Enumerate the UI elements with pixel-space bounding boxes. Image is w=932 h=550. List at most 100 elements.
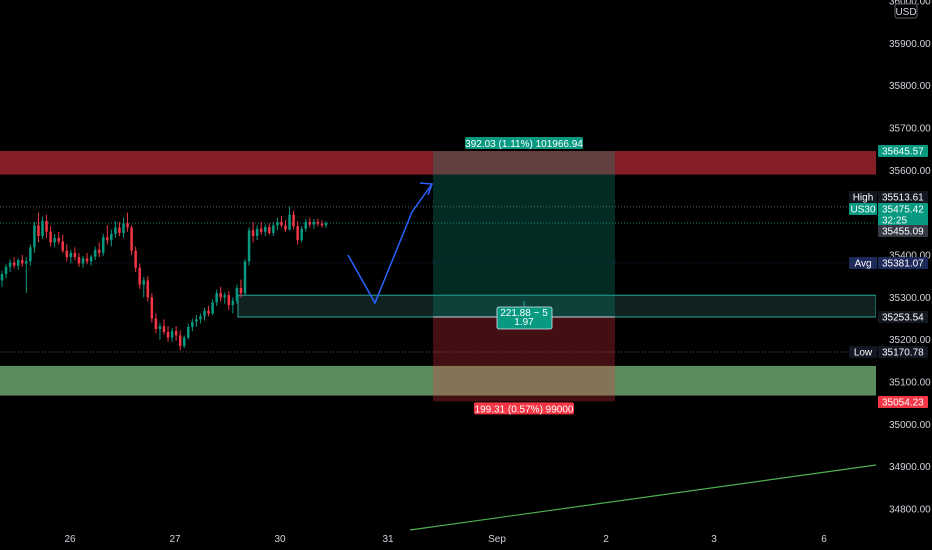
stop-label-box (474, 402, 574, 415)
candle-body (308, 221, 312, 225)
candle-body (272, 225, 275, 233)
price-tag[interactable]: Low 35170.78 (849, 346, 928, 359)
price-tag[interactable]: 35645.57 (878, 145, 928, 158)
candle (263, 224, 267, 236)
x-label-6: 6 (821, 534, 827, 545)
candle-body (276, 221, 279, 226)
zones-layer (0, 151, 877, 396)
price-tag[interactable]: 35455.09 (878, 225, 928, 238)
candle-body (118, 227, 121, 233)
price-tag-value-box (878, 214, 928, 226)
candle (110, 229, 113, 247)
price-tag-value: 35475.42 (882, 205, 924, 216)
candle-body (187, 326, 190, 338)
price-axis-background (876, 0, 932, 550)
candle-body (292, 214, 295, 227)
drawings-layer[interactable] (347, 182, 877, 531)
candle (268, 223, 271, 235)
candle-body (300, 228, 303, 241)
projected-path[interactable] (347, 183, 433, 305)
risk-reward-badge[interactable]: 221.88 ~ 51.97 (496, 306, 553, 330)
candle (118, 221, 121, 236)
x-label-3: 3 (711, 534, 717, 545)
x-label-26: 26 (64, 534, 76, 545)
candle (154, 313, 158, 334)
candle-body (263, 227, 267, 232)
candle-body (134, 250, 137, 268)
candle-body (53, 238, 56, 243)
price-tag[interactable]: 35054.23 (878, 396, 928, 409)
candle (49, 226, 52, 247)
candle-body (324, 223, 328, 226)
candle-body (41, 221, 44, 236)
candle-body (231, 300, 235, 305)
price-tag[interactable]: 35253.54 (878, 311, 928, 324)
candle (65, 244, 69, 262)
y-tick-label: 34900.00 (889, 462, 931, 473)
candle-body (174, 331, 178, 336)
candle (300, 226, 303, 243)
candle-body (195, 319, 198, 322)
risk-reward-box (496, 306, 553, 330)
candle (134, 246, 137, 272)
time-axis[interactable]: 26 27 30 31 Sep 2 3 6 (64, 534, 827, 545)
candle-body (77, 257, 81, 264)
trend-line[interactable] (409, 464, 877, 531)
candle-body (162, 326, 166, 333)
candle (203, 307, 206, 321)
candle (316, 218, 320, 227)
candle (280, 216, 283, 228)
candle (130, 225, 133, 255)
price-tag-value: 35645.57 (882, 147, 924, 158)
target-area[interactable] (433, 151, 615, 318)
candle-body (255, 228, 259, 236)
candle (53, 233, 56, 248)
y-tick-label: 35300.00 (889, 293, 931, 304)
candle-body (203, 310, 206, 317)
price-tag[interactable]: US30 35475.42 (849, 203, 928, 216)
price-tag-value-box (878, 145, 928, 158)
long-position-tool[interactable]: 392.03 (1.11%) 101966.94 199.31 (0.57%) 9… (433, 137, 615, 415)
candle-body (247, 230, 251, 262)
demand-zone[interactable] (0, 365, 876, 396)
candle (122, 217, 125, 239)
price-tag-label-box (849, 346, 877, 358)
candle (247, 227, 251, 266)
risk-reward-line1: 221.88 ~ 5 (500, 308, 548, 319)
candle-body (182, 337, 186, 347)
candle-body (146, 280, 150, 298)
candle-body (166, 332, 170, 338)
candle (219, 286, 222, 302)
x-label-2: 2 (603, 534, 609, 545)
price-axis[interactable]: 36000.0035900.0035800.0035700.0035600.00… (849, 0, 932, 550)
candle (296, 221, 299, 245)
candle (207, 305, 210, 317)
candle (33, 221, 36, 253)
price-tag[interactable]: Avg 35381.07 (849, 257, 928, 270)
supply-zone[interactable] (0, 151, 876, 175)
stop-area[interactable] (433, 317, 615, 402)
candle (227, 290, 231, 311)
candle (81, 255, 85, 268)
currency-badge[interactable]: USD (894, 3, 918, 19)
price-tag[interactable]: High 35513.61 (849, 191, 928, 204)
candle-body (138, 267, 141, 285)
candle (187, 323, 190, 340)
candle-body (223, 295, 227, 298)
candle (106, 225, 109, 245)
candle-body (142, 280, 146, 285)
candle-body (61, 241, 65, 251)
candle-body (130, 227, 133, 251)
price-tag-value-box (878, 203, 928, 215)
candle (199, 313, 202, 324)
y-tick-label: 35800.00 (889, 81, 931, 92)
price-tag-value: 35455.09 (882, 227, 924, 238)
price-tag[interactable]: 32:25 (878, 214, 928, 227)
candle (150, 293, 154, 323)
price-tag-label: Low (854, 348, 873, 359)
price-tag-value-box (878, 191, 928, 203)
candle-body (106, 237, 109, 241)
candle (195, 315, 198, 327)
candle (162, 319, 166, 335)
